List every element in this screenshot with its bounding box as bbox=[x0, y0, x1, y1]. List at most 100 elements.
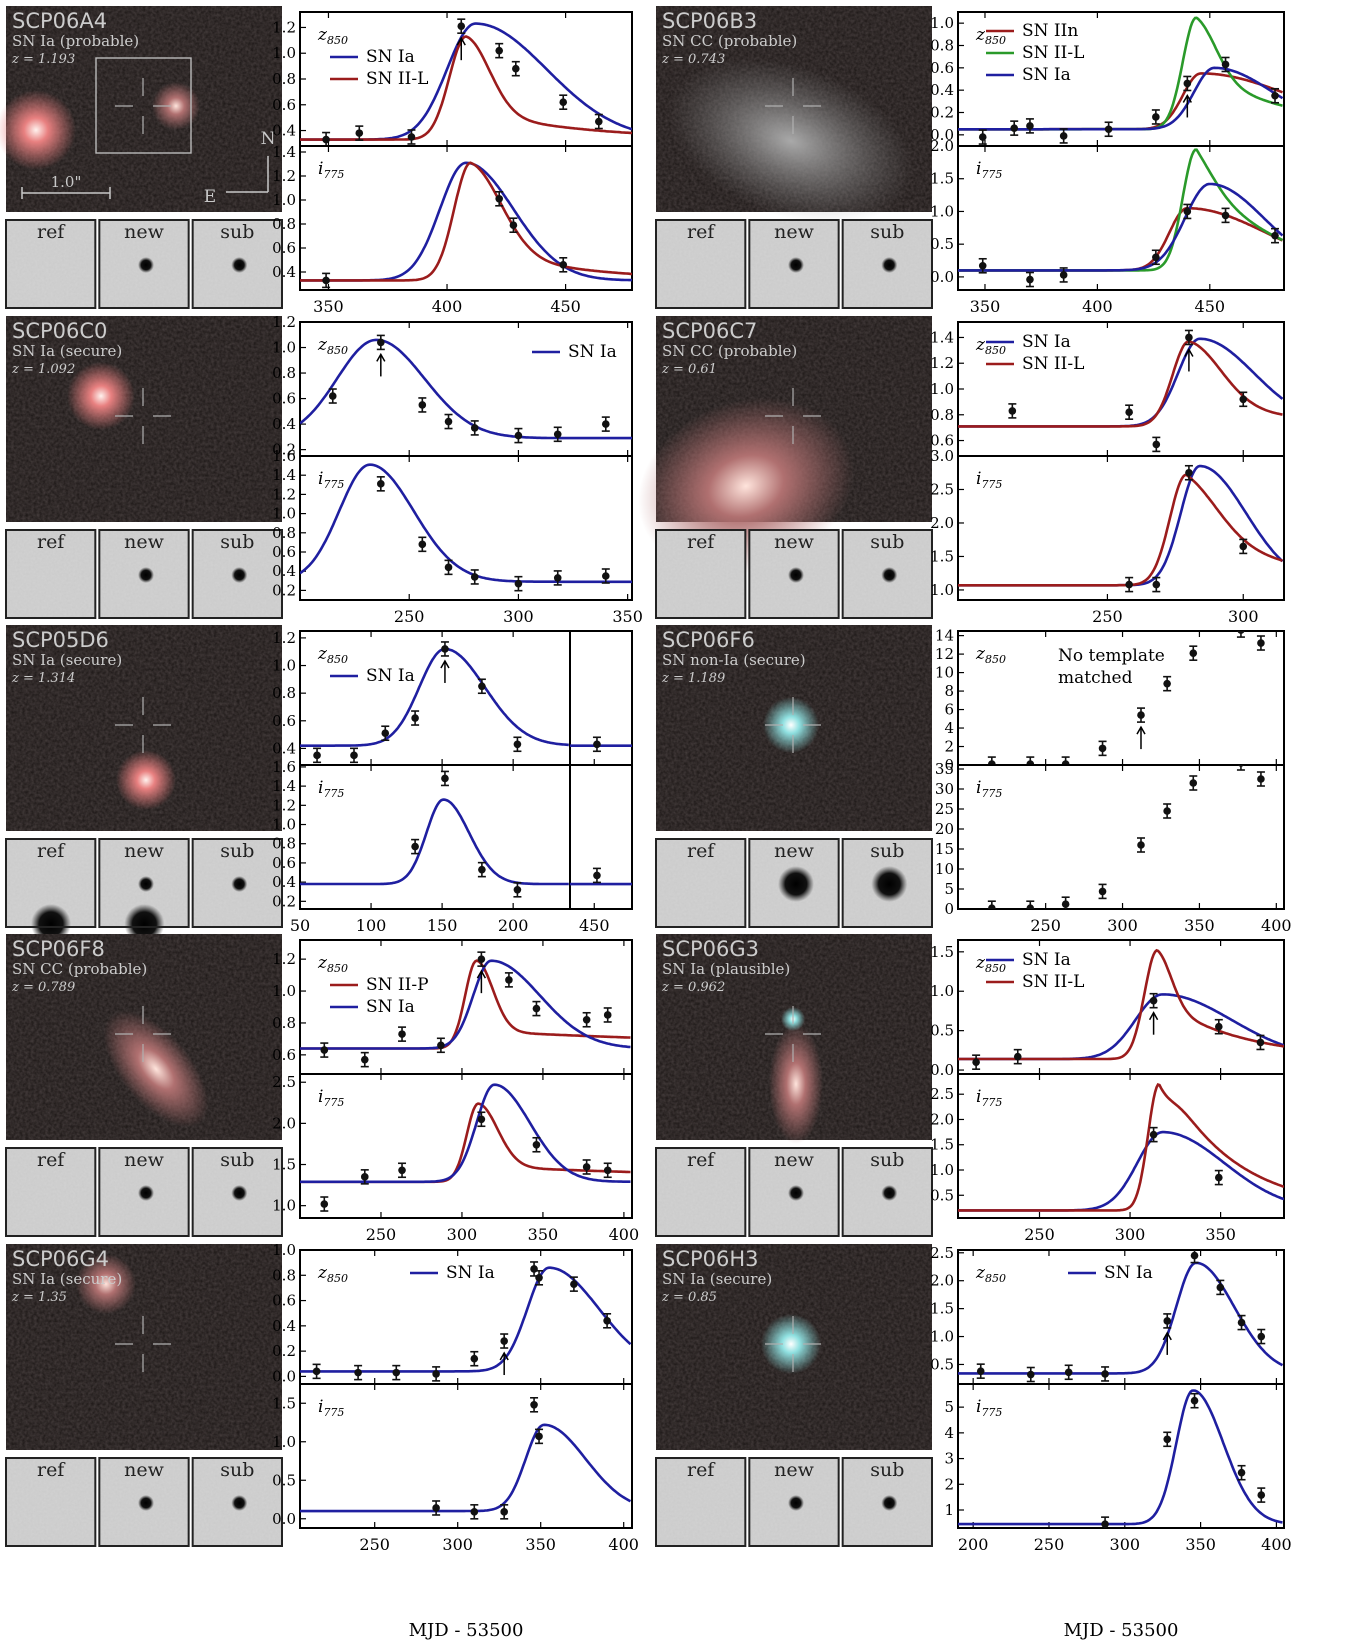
data-point bbox=[582, 1015, 591, 1024]
model-curve bbox=[300, 338, 632, 440]
crosshair bbox=[765, 1316, 821, 1372]
data-point bbox=[1185, 333, 1193, 342]
x-tick-labels: 250 300 350 400 bbox=[366, 1225, 639, 1244]
x-tick-labels: 250 300 bbox=[1092, 607, 1258, 626]
stamp-label-ref: ref bbox=[37, 840, 66, 862]
model-curves bbox=[958, 464, 1284, 587]
data-point bbox=[1190, 1396, 1199, 1405]
data-points bbox=[313, 641, 601, 764]
legend-entry: SN II-L bbox=[366, 69, 428, 89]
plot-frame bbox=[957, 764, 1285, 910]
data-point bbox=[553, 430, 562, 439]
y-tick-label: 30 bbox=[935, 780, 954, 798]
stamp-source bbox=[231, 257, 248, 273]
crosshair bbox=[765, 1006, 821, 1062]
model-curves bbox=[300, 463, 632, 584]
stamp-source bbox=[231, 567, 248, 583]
stamp-label-new: new bbox=[124, 1149, 164, 1171]
data-point bbox=[1239, 395, 1248, 404]
stamp-label-ref: ref bbox=[687, 840, 716, 862]
stamp-label-new: new bbox=[774, 221, 814, 243]
x-tick-label: 350 bbox=[1184, 916, 1215, 935]
y-tick-label: 0.8 bbox=[272, 364, 296, 382]
sn-name: SCP06G3 bbox=[662, 937, 759, 961]
model-curves bbox=[958, 1261, 1284, 1375]
data-point bbox=[470, 573, 479, 581]
data-point bbox=[1059, 132, 1068, 140]
data-point bbox=[1026, 122, 1034, 130]
y-tick-label: 5 bbox=[944, 880, 954, 898]
stamp-source bbox=[788, 257, 804, 273]
x-tick-label: 400 bbox=[608, 1535, 639, 1554]
legend-entry: SN II-L bbox=[1022, 43, 1084, 63]
y-tick-label: 1.5 bbox=[930, 547, 954, 565]
data-points bbox=[322, 191, 568, 289]
y-tick-label: 1.0 bbox=[272, 339, 296, 357]
y-tick-label: 0.8 bbox=[272, 1014, 296, 1032]
y-tick-label: 5 bbox=[944, 1398, 954, 1416]
x-tick-label: 200 bbox=[498, 916, 529, 935]
x-tick-label: 300 bbox=[1110, 1535, 1141, 1554]
x-tick-label: 400 bbox=[1261, 1535, 1292, 1554]
data-point bbox=[470, 424, 479, 432]
data-point bbox=[418, 540, 427, 549]
y-tick-label: 0.8 bbox=[272, 1266, 296, 1284]
y-tick-label: 0.5 bbox=[930, 1022, 954, 1040]
data-point bbox=[1185, 468, 1193, 477]
stamp-label-sub: sub bbox=[870, 840, 904, 862]
sn-name: SCP06G4 bbox=[12, 1247, 109, 1271]
sn-name: SCP06H3 bbox=[662, 1247, 759, 1271]
stamp-label-new: new bbox=[774, 1149, 814, 1171]
data-point bbox=[320, 1200, 329, 1208]
data-point bbox=[976, 1367, 985, 1375]
y-tick-label: 0.8 bbox=[272, 70, 296, 88]
x-tick-labels: 250 300 350 bbox=[394, 607, 643, 626]
data-point bbox=[1190, 1251, 1199, 1260]
data-point bbox=[514, 431, 523, 440]
data-point bbox=[530, 1400, 538, 1409]
data-point bbox=[1189, 649, 1198, 657]
y-tick-label: 1 bbox=[944, 1501, 954, 1519]
y-tick-label: 0.6 bbox=[930, 59, 954, 77]
data-point bbox=[1125, 580, 1133, 589]
y-tick-label: 0.6 bbox=[272, 96, 296, 114]
data-point bbox=[1137, 711, 1145, 719]
data-point bbox=[1026, 760, 1035, 765]
data-points bbox=[376, 476, 610, 592]
data-point bbox=[360, 1055, 369, 1064]
host-galaxy bbox=[761, 1314, 821, 1374]
data-point bbox=[398, 1166, 406, 1175]
stamp-sub: sub bbox=[841, 838, 934, 928]
x-tick-label: 400 bbox=[432, 297, 463, 316]
data-point bbox=[470, 1354, 479, 1363]
x-tick-labels: 50 100 150 200 450 bbox=[290, 916, 610, 935]
data-point bbox=[1152, 440, 1161, 449]
y-tick-label: 0.8 bbox=[272, 684, 296, 702]
y-tick-label: 1.0 bbox=[272, 1433, 296, 1451]
stamp-label-sub: sub bbox=[220, 1459, 254, 1481]
y-tick-label: 2.0 bbox=[930, 514, 954, 532]
stamp-source bbox=[138, 1495, 154, 1511]
x-tick-label: 350 bbox=[1185, 1535, 1216, 1554]
y-tick-label: 2.5 bbox=[930, 1244, 954, 1262]
data-point bbox=[500, 1508, 508, 1516]
y-tick-label: 0.8 bbox=[272, 215, 296, 233]
stamp-label-new: new bbox=[124, 840, 164, 862]
y-tick-label: 0.5 bbox=[930, 1186, 954, 1204]
y-tick-label: 0.4 bbox=[930, 81, 954, 99]
host-galaxy bbox=[67, 362, 135, 430]
sn-name: SCP06F8 bbox=[12, 937, 105, 961]
host-galaxy bbox=[769, 1024, 823, 1144]
x-tick-label: 250 bbox=[394, 607, 425, 626]
data-point bbox=[477, 1115, 486, 1124]
stamp-source bbox=[138, 567, 154, 583]
